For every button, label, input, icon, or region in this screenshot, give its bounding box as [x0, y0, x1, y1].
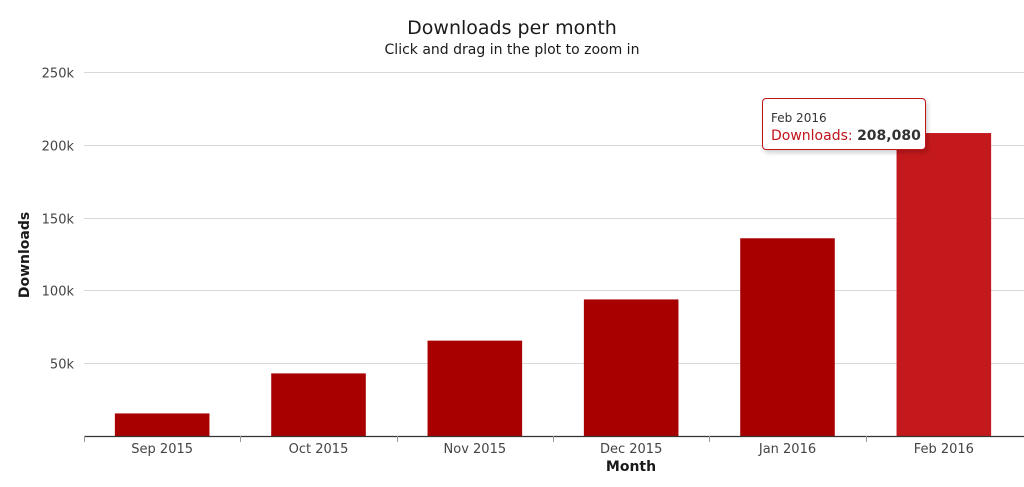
y-tick-label: 250k — [42, 67, 75, 82]
x-tick-label: Jan 2016 — [758, 442, 816, 457]
y-tick-label: 150k — [42, 213, 75, 228]
y-tick-label: 100k — [42, 285, 75, 300]
x-tick-label: Feb 2016 — [914, 442, 974, 457]
bar-dec-2015[interactable] — [583, 299, 679, 436]
tooltip-line: Downloads: 208,080 — [771, 126, 925, 146]
bars — [114, 133, 992, 436]
y-tick-label: 200k — [42, 140, 75, 155]
bar-nov-2015[interactable] — [427, 340, 523, 436]
tooltip-series-label: Downloads — [771, 128, 848, 144]
gridlines — [84, 72, 1024, 364]
axes: 50k 100k 150k 200k 250k Sep 2015 Oct 2015 Nov 2… — [42, 67, 1024, 457]
y-tick-label: 50k — [50, 358, 75, 373]
chart-title: Downloads per month — [407, 17, 617, 39]
x-tick-label: Sep 2015 — [131, 442, 193, 457]
tooltip-separator: : — [847, 128, 858, 144]
x-axis-title: Month — [606, 459, 656, 475]
y-axis-title: Downloads — [17, 212, 33, 298]
tooltip: Feb 2016 Downloads: 208,080 — [762, 98, 926, 150]
tooltip-value: 208,080 — [857, 128, 921, 144]
x-tick-label: Dec 2015 — [600, 442, 662, 457]
bar-feb-2016[interactable] — [896, 133, 992, 436]
bar-jan-2016[interactable] — [740, 238, 835, 436]
bar-oct-2015[interactable] — [271, 373, 366, 436]
x-tick-label: Oct 2015 — [289, 442, 349, 457]
bar-sep-2015[interactable] — [114, 413, 210, 436]
x-tick-label: Nov 2015 — [444, 442, 507, 457]
tooltip-date: Feb 2016 — [771, 111, 827, 125]
chart-subtitle: Click and drag in the plot to zoom in — [384, 42, 640, 58]
